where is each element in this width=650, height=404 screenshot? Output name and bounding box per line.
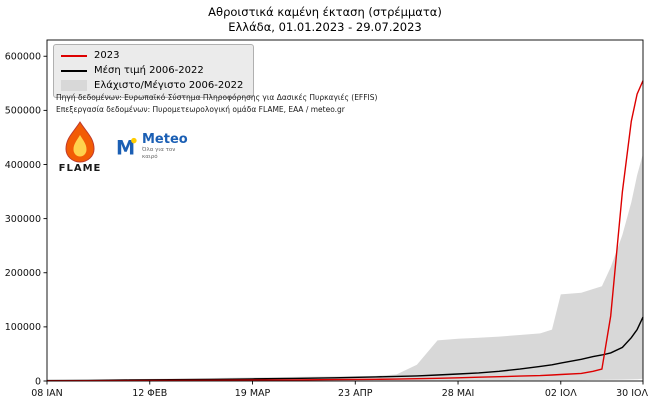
logos: FLAME M Meteo Όλα για τον καιρό [58,120,188,174]
legend-item-2023: 2023 [61,50,243,61]
svg-text:30 ΙΟΛ: 30 ΙΟΛ [616,388,648,399]
data-processing-line: Επεξεργασία δεδομένων: Πυρομετεωρολογική… [56,105,345,114]
legend-item-minmax: Ελάχιστο/Μέγιστο 2006-2022 [61,80,243,91]
meteo-texts: Meteo Όλα για τον καιρό [142,133,188,161]
legend-patch-swatch-minmax [61,80,87,91]
legend-line-swatch-mean [61,69,87,72]
svg-text:0: 0 [35,376,41,387]
svg-text:08 ΙΑΝ: 08 ΙΑΝ [31,388,63,399]
meteo-logo-text: Meteo [142,132,188,147]
meteo-sun-dot [131,137,137,144]
chart-title-block: Αθροιστικά καμένη έκταση (στρέμματα) Ελλ… [0,5,650,35]
flame-logo-text: FLAME [59,163,102,174]
legend-label-2023: 2023 [94,50,120,61]
svg-text:200000: 200000 [5,268,41,279]
legend-label-mean: Μέση τιμή 2006-2022 [94,65,204,76]
chart-subtitle: Ελλάδα, 01.01.2023 - 29.07.2023 [228,20,422,34]
legend: 2023 Μέση τιμή 2006-2022 Ελάχιστο/Μέγιστ… [53,44,255,98]
legend-line-swatch-2023 [61,54,87,57]
svg-text:12 ΦΕΒ: 12 ΦΕΒ [132,388,167,399]
flame-inner-icon [73,135,87,157]
svg-text:M: M [116,136,135,158]
legend-item-mean: Μέση τιμή 2006-2022 [61,65,243,76]
legend-label-minmax: Ελάχιστο/Μέγιστο 2006-2022 [94,80,244,91]
svg-text:100000: 100000 [5,322,41,333]
source-block: Πηγή δεδομένων: Ευρωπαϊκό Σύστημα Πληροφ… [56,92,377,116]
meteo-m-icon: M [116,136,137,158]
chart-title: Αθροιστικά καμένη έκταση (στρέμματα) [208,5,442,19]
svg-text:300000: 300000 [5,214,41,225]
data-source-line: Πηγή δεδομένων: Ευρωπαϊκό Σύστημα Πληροφ… [56,93,378,102]
svg-text:28 ΜΑΙ: 28 ΜΑΙ [442,388,475,399]
meteo-logo: M Meteo Όλα για τον καιρό [116,133,188,161]
svg-text:500000: 500000 [5,106,41,117]
svg-text:600000: 600000 [5,52,41,63]
svg-text:23 ΑΠΡ: 23 ΑΠΡ [338,388,373,399]
flame-logo: FLAME [59,121,102,174]
svg-text:19 ΜΑΡ: 19 ΜΑΡ [235,388,271,399]
svg-text:400000: 400000 [5,160,41,171]
meteo-tagline: Όλα για τον καιρό [142,147,176,160]
svg-text:02 ΙΟΛ: 02 ΙΟΛ [545,388,577,399]
